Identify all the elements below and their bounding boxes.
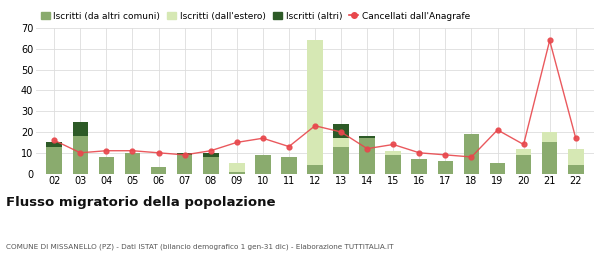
Bar [490,163,505,174]
Bar [281,157,297,174]
Bar [333,124,349,138]
Bar [73,122,88,136]
Legend: Iscritti (da altri comuni), Iscritti (dall'estero), Iscritti (altri), Cancellati: Iscritti (da altri comuni), Iscritti (da… [41,11,470,20]
Bar [46,143,62,146]
Bar [412,159,427,174]
Bar [542,143,557,174]
Bar [307,41,323,165]
Bar [98,157,114,174]
Bar [73,136,88,174]
Bar [255,155,271,174]
Bar [229,163,245,172]
Bar [385,155,401,174]
Bar [516,149,532,155]
Bar [177,155,193,174]
Bar [229,172,245,174]
Bar [516,155,532,174]
Bar [203,157,218,174]
Bar [464,134,479,174]
Bar [359,136,375,138]
Bar [151,167,166,174]
Bar [359,138,375,174]
Text: COMUNE DI MISSANELLO (PZ) - Dati ISTAT (bilancio demografico 1 gen-31 dic) - Ela: COMUNE DI MISSANELLO (PZ) - Dati ISTAT (… [6,244,394,250]
Bar [568,165,584,174]
Bar [385,151,401,155]
Bar [542,132,557,143]
Bar [46,146,62,174]
Bar [333,138,349,146]
Text: Flusso migratorio della popolazione: Flusso migratorio della popolazione [6,196,275,209]
Bar [437,161,453,174]
Bar [125,153,140,174]
Bar [203,153,218,157]
Bar [333,146,349,174]
Bar [307,165,323,174]
Bar [177,153,193,155]
Bar [568,149,584,165]
